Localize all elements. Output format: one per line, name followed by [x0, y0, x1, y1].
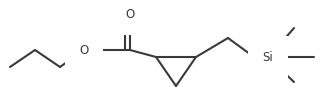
Text: O: O — [79, 44, 89, 56]
Text: O: O — [125, 7, 135, 21]
Text: Si: Si — [263, 51, 273, 63]
